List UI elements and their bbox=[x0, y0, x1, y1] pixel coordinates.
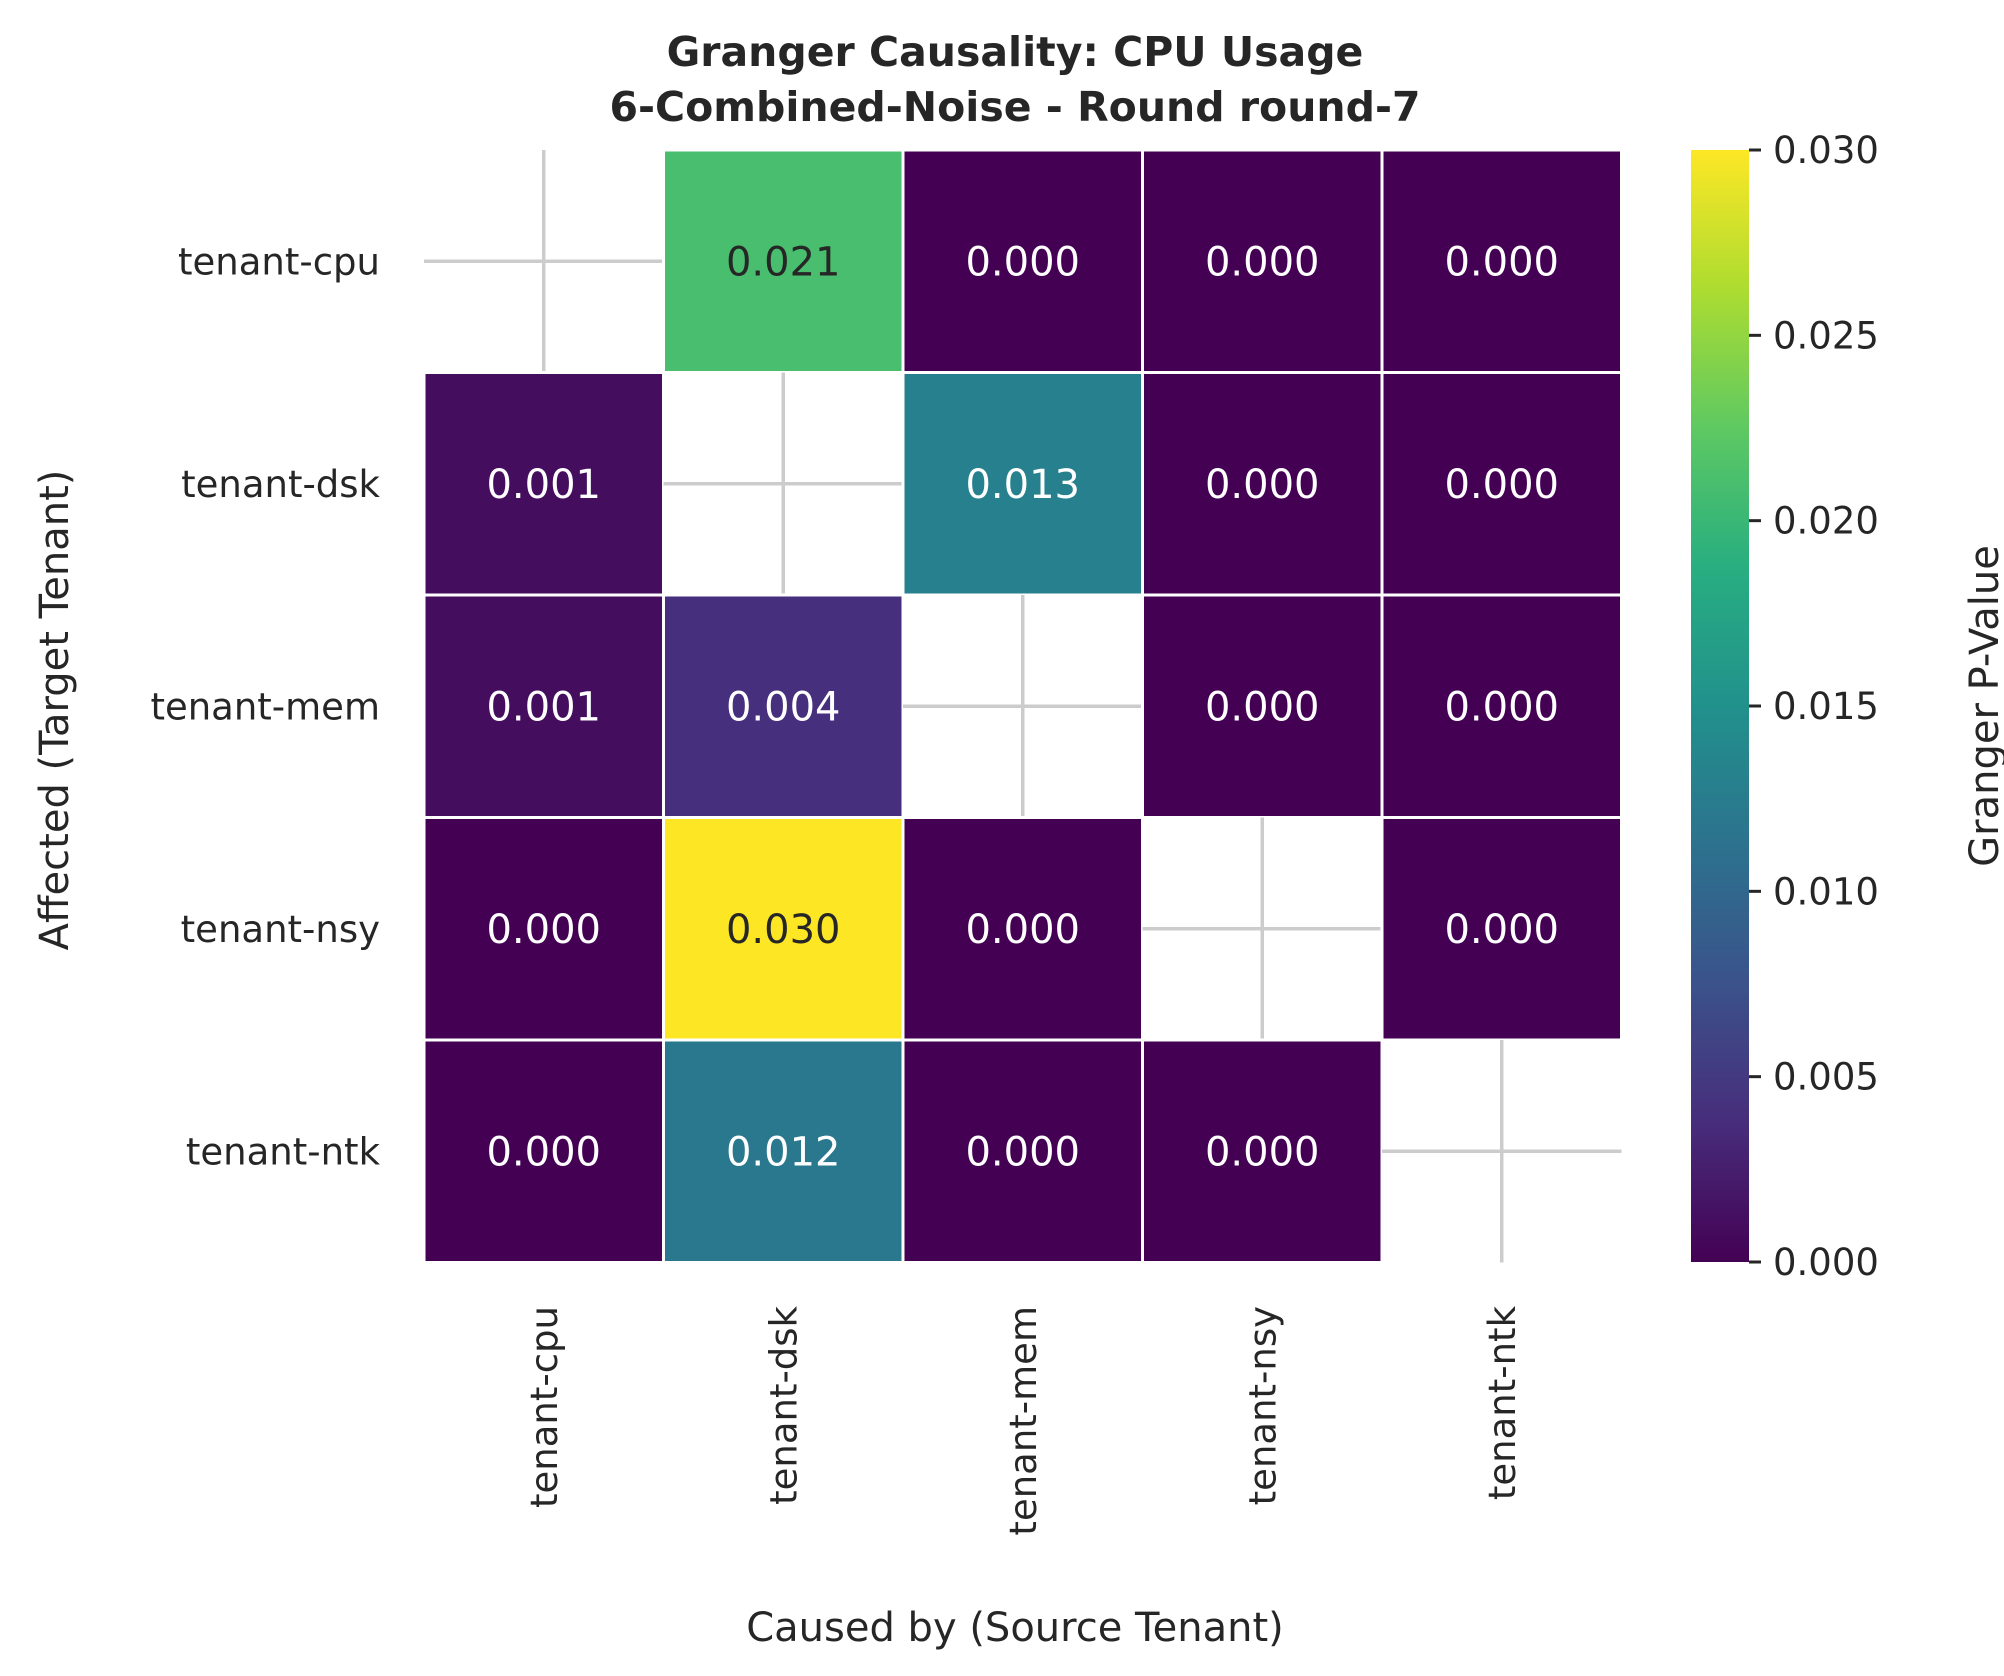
cell-value-label: 0.000 bbox=[1444, 907, 1559, 953]
chart-title: Granger Causality: CPU Usage bbox=[667, 28, 1364, 76]
cell-value-label: 0.000 bbox=[1205, 1129, 1320, 1175]
heatmap-cell bbox=[422, 1038, 665, 1264]
heatmap-cell bbox=[901, 1038, 1144, 1264]
colorbar-tick-label: 0.030 bbox=[1773, 129, 1879, 172]
chart-subtitle: 6-Combined-Noise - Round round-7 bbox=[610, 83, 1421, 131]
cell-value-label: 0.012 bbox=[726, 1129, 841, 1175]
colorbar: 0.000 0.005 0.010 0.015 0.020 0.025 0.030 Gran… bbox=[1691, 129, 2004, 1284]
cell-value-label: 0.000 bbox=[965, 1129, 1080, 1175]
heatmap-cell bbox=[422, 816, 665, 1042]
colorbar-tick-label: 0.020 bbox=[1773, 500, 1879, 543]
missing-cell bbox=[1142, 817, 1382, 1040]
heatmap-cell bbox=[1380, 593, 1623, 819]
heatmap-cell bbox=[662, 148, 905, 374]
colorbar-ticks: 0.000 0.005 0.010 0.015 0.020 0.025 0.030 bbox=[1749, 129, 1879, 1284]
x-tick-label: tenant-cpu bbox=[523, 1306, 566, 1508]
colorbar-gradient bbox=[1691, 150, 1749, 1262]
y-tick-label: tenant-mem bbox=[150, 685, 380, 728]
heatmap-cell bbox=[422, 593, 665, 819]
colorbar-tick-label: 0.015 bbox=[1773, 685, 1879, 728]
x-tick-label: tenant-ntk bbox=[1481, 1305, 1524, 1500]
heatmap-cell bbox=[1141, 148, 1384, 374]
heatmap-cell bbox=[1141, 593, 1384, 819]
colorbar-tick-label: 0.010 bbox=[1773, 870, 1879, 913]
heatmap-cell bbox=[901, 371, 1144, 597]
cell-value-label: 0.000 bbox=[1444, 462, 1559, 508]
heatmap-cell bbox=[662, 593, 905, 819]
cell-value-label: 0.013 bbox=[965, 462, 1080, 508]
x-axis-label: Caused by (Source Tenant) bbox=[746, 1605, 1284, 1651]
y-axis-ticks: tenant-cpu tenant-dsk tenant-mem tenant-nsy… bbox=[150, 240, 380, 1173]
missing-cell bbox=[903, 595, 1143, 818]
heatmap-cell bbox=[1141, 1038, 1384, 1264]
cell-value-label: 0.001 bbox=[486, 684, 601, 730]
cell-value-label: 0.000 bbox=[486, 907, 601, 953]
cell-value-label: 0.000 bbox=[486, 1129, 601, 1175]
y-axis-label: Affected (Target Tenant) bbox=[32, 470, 78, 951]
x-tick-label: tenant-dsk bbox=[762, 1305, 805, 1504]
cell-value-label: 0.000 bbox=[965, 907, 1080, 953]
heatmap-cell bbox=[1380, 816, 1623, 1042]
cell-value-label: 0.030 bbox=[726, 907, 841, 953]
cell-value-label: 0.000 bbox=[1205, 239, 1320, 285]
y-tick-label: tenant-dsk bbox=[181, 463, 380, 506]
cell-value-label: 0.021 bbox=[726, 239, 841, 285]
y-tick-label: tenant-cpu bbox=[178, 240, 380, 283]
cell-value-label: 0.000 bbox=[965, 239, 1080, 285]
heatmap-cell bbox=[901, 148, 1144, 374]
heatmap-cells: 0.021 0.000 0.000 0.000 0.001 0.013 0.000 0.000… bbox=[422, 148, 1623, 1264]
missing-cell bbox=[663, 372, 903, 595]
x-tick-label: tenant-mem bbox=[1002, 1306, 1045, 1536]
x-axis-ticks: tenant-cpu tenant-dsk tenant-mem tenant-nsy… bbox=[523, 1305, 1524, 1535]
heatmap-cell bbox=[1380, 148, 1623, 374]
colorbar-tick-label: 0.000 bbox=[1773, 1241, 1879, 1284]
heatmap-cell bbox=[662, 816, 905, 1042]
cell-value-label: 0.000 bbox=[1444, 239, 1559, 285]
cell-value-label: 0.001 bbox=[486, 462, 601, 508]
missing-cell bbox=[1382, 1040, 1622, 1263]
y-tick-label: tenant-ntk bbox=[186, 1130, 381, 1173]
colorbar-label: Granger P-Value bbox=[1962, 545, 2004, 867]
cell-value-label: 0.000 bbox=[1205, 462, 1320, 508]
colorbar-tick-label: 0.025 bbox=[1773, 314, 1879, 357]
cell-value-label: 0.004 bbox=[726, 684, 841, 730]
missing-cell bbox=[424, 150, 664, 373]
cell-value-label: 0.000 bbox=[1205, 684, 1320, 730]
y-tick-label: tenant-nsy bbox=[181, 908, 380, 951]
x-tick-label: tenant-nsy bbox=[1241, 1306, 1284, 1505]
cell-value-label: 0.000 bbox=[1444, 684, 1559, 730]
heatmap-cell bbox=[662, 1038, 905, 1264]
colorbar-tick-label: 0.005 bbox=[1773, 1056, 1879, 1099]
heatmap-cell bbox=[1380, 371, 1623, 597]
